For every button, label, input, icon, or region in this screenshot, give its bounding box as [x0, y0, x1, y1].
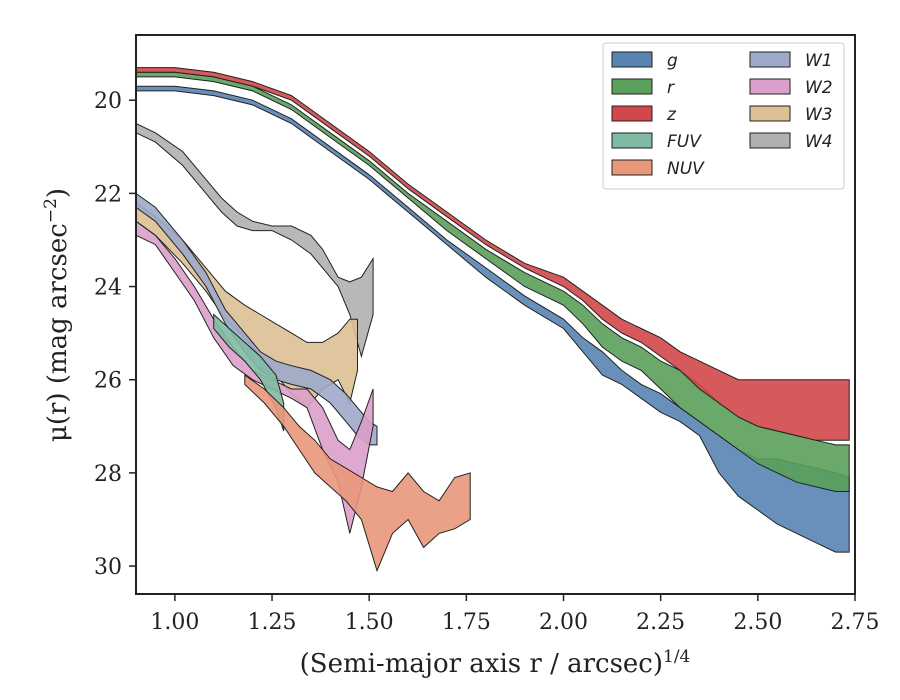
band-r — [135, 71, 850, 492]
x-axis-label: (Semi-major axis r / arcsec)1/4 — [300, 647, 691, 679]
y-tick-label: 24 — [94, 276, 122, 301]
x-axis-ticks: 1.00 1.25 1.50 1.75 2.00 2.25 2.50 2.75 — [150, 594, 879, 635]
legend-swatch-g — [611, 51, 653, 68]
band-fuv — [213, 313, 285, 432]
legend-label-z: z — [666, 105, 677, 125]
y-tick-label: 20 — [94, 89, 122, 114]
legend-swatch-w3 — [749, 105, 791, 122]
profile-bands — [135, 67, 850, 573]
band-g — [135, 85, 850, 553]
legend-label-fuv: FUV — [667, 132, 702, 152]
legend: grz FUV NUV W1 W2 W3 W4 — [602, 42, 845, 190]
x-tick-label: 1.75 — [442, 610, 491, 635]
legend-swatch-nuv — [611, 159, 653, 176]
band-z — [135, 67, 850, 441]
x-tick-label: 1.25 — [248, 610, 297, 635]
legend-swatch-fuv — [611, 132, 653, 149]
legend-label-r: r — [667, 78, 675, 98]
plot-frame — [135, 34, 856, 595]
band-w1 — [135, 192, 378, 446]
y-axis-ticks: 20 22 24 26 28 30 — [94, 89, 136, 580]
band-w4 — [135, 122, 374, 359]
legend-swatch-w4 — [749, 132, 791, 149]
y-tick-label: 22 — [94, 182, 122, 207]
legend-label-w4: W4 — [805, 132, 833, 152]
y-tick-label: 28 — [94, 462, 122, 487]
legend-label-nuv: NUV — [667, 159, 705, 179]
legend-label-w1: W1 — [805, 51, 833, 71]
legend-label-w2: W2 — [805, 78, 833, 98]
legend-label-g: g — [667, 51, 678, 71]
y-tick-label: 26 — [94, 369, 122, 394]
x-tick-label: 2.75 — [831, 610, 880, 635]
x-tick-label: 2.25 — [636, 610, 685, 635]
x-tick-label: 2.50 — [733, 610, 782, 635]
legend-swatch-r — [611, 78, 653, 95]
legend-label-w3: W3 — [805, 105, 833, 125]
x-tick-label: 1.00 — [150, 610, 199, 635]
legend-swatch-w2 — [749, 78, 791, 95]
x-tick-label: 1.50 — [345, 610, 394, 635]
y-tick-label: 30 — [94, 555, 122, 580]
legend-swatch-z — [611, 105, 653, 122]
x-tick-label: 2.00 — [539, 610, 588, 635]
band-nuv — [244, 374, 471, 573]
legend-swatch-w1 — [749, 51, 791, 68]
y-axis-label: μ(r) (mag arcsec−2) — [41, 188, 73, 442]
